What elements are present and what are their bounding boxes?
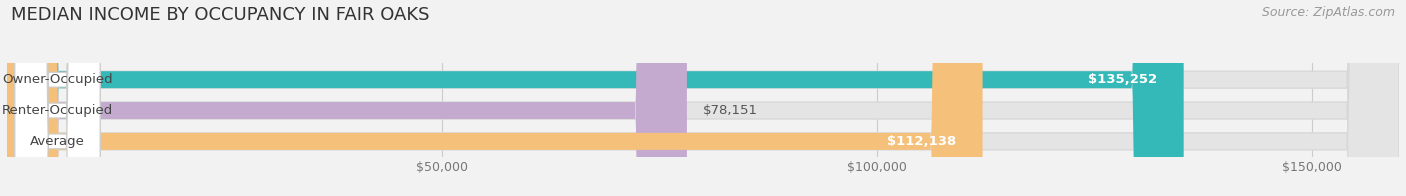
Text: $78,151: $78,151 bbox=[703, 104, 758, 117]
FancyBboxPatch shape bbox=[15, 0, 100, 196]
FancyBboxPatch shape bbox=[7, 0, 1184, 196]
Text: $112,138: $112,138 bbox=[887, 135, 956, 148]
Text: Owner-Occupied: Owner-Occupied bbox=[3, 73, 112, 86]
Text: Average: Average bbox=[30, 135, 84, 148]
FancyBboxPatch shape bbox=[7, 0, 983, 196]
FancyBboxPatch shape bbox=[7, 0, 1399, 196]
Text: MEDIAN INCOME BY OCCUPANCY IN FAIR OAKS: MEDIAN INCOME BY OCCUPANCY IN FAIR OAKS bbox=[11, 6, 430, 24]
FancyBboxPatch shape bbox=[7, 0, 1399, 196]
Text: Source: ZipAtlas.com: Source: ZipAtlas.com bbox=[1261, 6, 1395, 19]
FancyBboxPatch shape bbox=[7, 0, 1399, 196]
Text: $135,252: $135,252 bbox=[1088, 73, 1157, 86]
FancyBboxPatch shape bbox=[15, 0, 100, 196]
FancyBboxPatch shape bbox=[7, 0, 688, 196]
FancyBboxPatch shape bbox=[15, 0, 100, 196]
Text: Renter-Occupied: Renter-Occupied bbox=[1, 104, 112, 117]
